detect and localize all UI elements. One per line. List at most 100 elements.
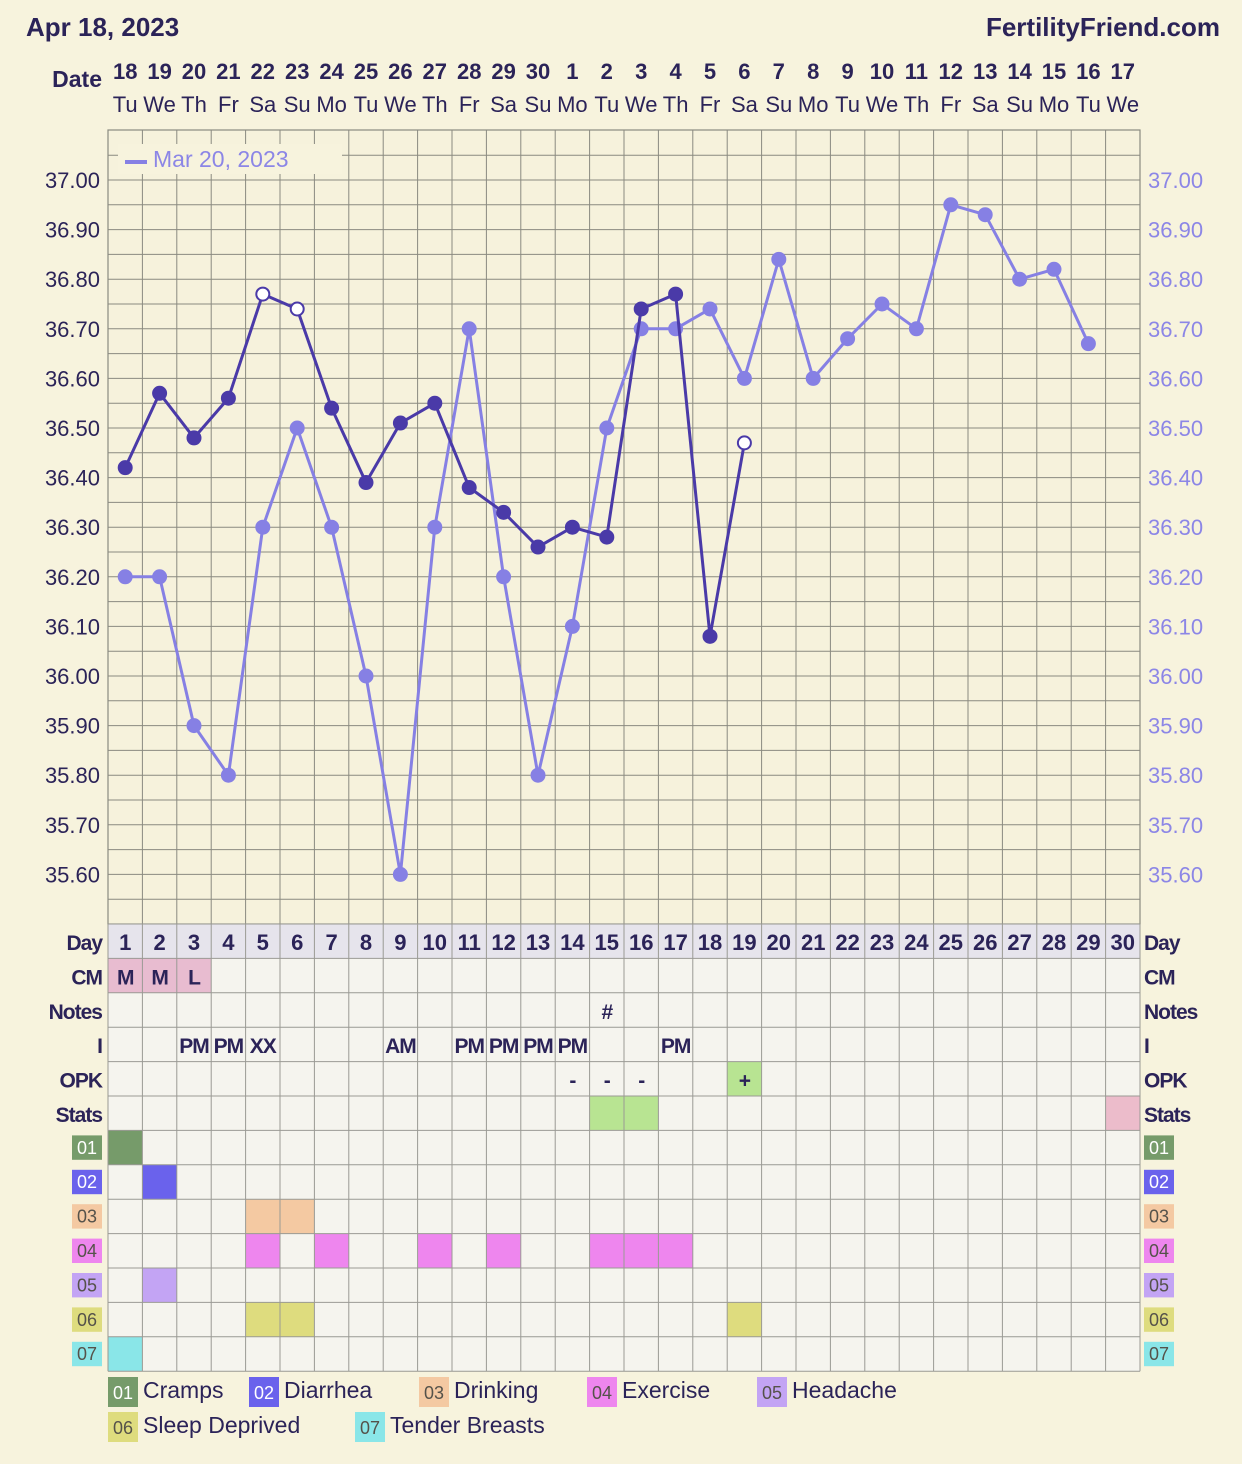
weekday-label: We	[143, 92, 176, 117]
cycle-day: 15	[595, 930, 619, 955]
date-row-label: Date	[52, 66, 102, 92]
data-point	[324, 400, 340, 416]
cycle-day: 18	[698, 930, 722, 955]
cycle-day: 14	[560, 930, 585, 955]
y-tick-right: 36.00	[1148, 664, 1203, 689]
y-tick-right: 36.90	[1148, 218, 1203, 243]
weekday-label: Mo	[1039, 92, 1070, 117]
data-point	[874, 296, 890, 312]
date-label: 14	[1007, 59, 1032, 84]
cell-mark: PM	[454, 1035, 484, 1058]
data-point	[117, 569, 133, 585]
date-label: 1	[566, 59, 578, 84]
cycle-day: 23	[870, 930, 894, 955]
data-point	[943, 197, 959, 213]
symptom-cell	[624, 1233, 659, 1268]
symptom-code: 02	[1149, 1172, 1169, 1192]
weekday-label: Sa	[972, 92, 1000, 117]
weekday-label: Su	[765, 92, 792, 117]
y-tick-right: 36.30	[1148, 515, 1203, 540]
legend-code: 01	[113, 1383, 133, 1403]
cycle-day: 26	[973, 930, 997, 955]
date-label: 4	[669, 59, 682, 84]
data-point	[289, 301, 305, 317]
cell-mark: XX	[250, 1035, 277, 1058]
data-point	[908, 321, 924, 337]
data-point	[358, 475, 374, 491]
date-label: 6	[738, 59, 750, 84]
weekday-label: Th	[422, 92, 448, 117]
chart-date: Apr 18, 2023	[26, 12, 179, 42]
legend-badge	[757, 1377, 787, 1407]
y-tick-left: 36.30	[45, 515, 100, 540]
data-point	[564, 618, 580, 634]
weekday-label: Sa	[731, 92, 759, 117]
symptom-cell	[142, 1268, 177, 1303]
legend-label: Mar 20, 2023	[153, 146, 289, 172]
date-label: 7	[773, 59, 785, 84]
symptom-code: 04	[1149, 1241, 1169, 1261]
cycle-day: 10	[423, 930, 447, 955]
data-point	[324, 519, 340, 535]
symptom-cell	[417, 1233, 452, 1268]
y-tick-left: 35.90	[45, 714, 100, 739]
y-tick-left: 36.90	[45, 218, 100, 243]
legend-swatch	[125, 160, 147, 164]
y-axes: 37.00 37.00 36.90 36.90 36.80 36.80 36.70 36.70…	[45, 168, 1203, 887]
site-name[interactable]: FertilityFriend.com	[986, 12, 1220, 42]
row-label-day: Day	[66, 932, 103, 955]
data-point	[496, 504, 512, 520]
cell-mark: PM	[661, 1035, 691, 1058]
symptom-cell	[486, 1233, 521, 1268]
y-tick-left: 36.70	[45, 317, 100, 342]
cycle-day: 27	[1007, 930, 1031, 955]
y-tick-left: 35.80	[45, 763, 100, 788]
y-tick-left: 35.70	[45, 813, 100, 838]
stats-cell	[1105, 1096, 1140, 1131]
row-label-opk-right: OPK	[1144, 1070, 1187, 1093]
legend-text: Tender Breasts	[390, 1412, 545, 1438]
opk-positive-cell	[727, 1061, 762, 1096]
date-label: 18	[113, 59, 137, 84]
date-label: 25	[354, 59, 378, 84]
symptom-badge-left	[72, 1135, 102, 1160]
weekday-label: Tu	[354, 92, 379, 117]
cycle-day: 6	[291, 930, 303, 955]
y-tick-right: 35.70	[1148, 813, 1203, 838]
weekday-label: Mo	[798, 92, 829, 117]
cycle-day: 20	[767, 930, 791, 955]
symptom-cell	[108, 1336, 143, 1372]
symptom-badge-right	[1144, 1135, 1174, 1160]
data-point	[117, 460, 133, 476]
legend-background	[118, 144, 342, 174]
cycle-day: 1	[119, 930, 131, 955]
cycle-day: 19	[732, 930, 756, 955]
data-point	[805, 370, 821, 386]
data-point	[186, 430, 202, 446]
legend-text: Sleep Deprived	[143, 1412, 300, 1438]
symptom-legend: 01 Cramps 02 Diarrhea 03 Drinking 04 Exercise 05…	[108, 1377, 897, 1442]
data-point	[461, 480, 477, 496]
symptom-cell	[245, 1302, 280, 1337]
symptom-cell	[658, 1233, 693, 1268]
weekday-label: Sa	[249, 92, 277, 117]
temperature-grid	[107, 129, 1141, 925]
symptom-badge-right	[1144, 1341, 1174, 1367]
row-label-notes: Notes	[49, 1001, 103, 1024]
data-point	[633, 301, 649, 317]
cycle-day: 2	[153, 930, 165, 955]
weekday-label: Th	[181, 92, 207, 117]
symptom-badge-left	[72, 1307, 102, 1332]
row-label-stats-right: Stats	[1144, 1104, 1191, 1127]
date-label: 19	[147, 59, 171, 84]
y-tick-left: 36.60	[45, 366, 100, 391]
weekday-label: Fr	[700, 92, 721, 117]
y-tick-right: 36.40	[1148, 466, 1203, 491]
data-point	[1046, 261, 1062, 277]
data-point	[530, 539, 546, 555]
date-label: 8	[807, 59, 819, 84]
date-label: 17	[1111, 59, 1135, 84]
cycle-day: 22	[835, 930, 859, 955]
legend-code: 05	[762, 1383, 782, 1403]
